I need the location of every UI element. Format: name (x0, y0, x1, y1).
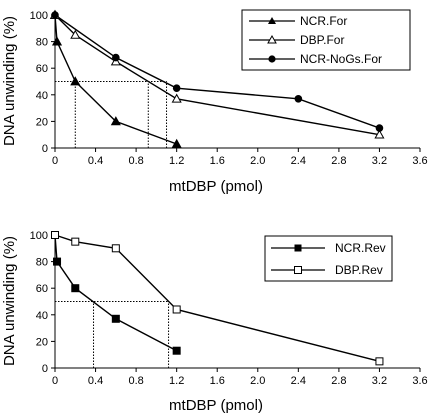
series-line-NCR.Rev (54, 234, 177, 352)
data-point-NCR-NoGs.For (375, 124, 384, 132)
legend-item-ncr-for: NCR.For (249, 14, 347, 28)
x-tick-label: 3.2 (372, 155, 387, 167)
data-point-NCR.For (171, 138, 182, 148)
series-markers (51, 231, 384, 366)
open-triangle-icon (267, 34, 277, 44)
legend-label: DBP.For (300, 33, 344, 47)
reference-lines (55, 301, 170, 368)
series-markers (49, 9, 385, 148)
reference-lines (55, 81, 168, 148)
data-point-NCR.Rev (71, 284, 80, 293)
legend-label: NCR.For (300, 14, 347, 28)
axes (54, 15, 420, 149)
axes (54, 235, 420, 369)
x-tick-label: 0.4 (88, 155, 103, 167)
x-tick-label: 3.6 (412, 155, 427, 167)
y-tick-label: 80 (36, 257, 48, 269)
x-tick-label: 2.8 (331, 155, 346, 167)
data-point-DBP.For (70, 29, 81, 39)
legend-label: NCR-NoGs.For (300, 52, 382, 66)
filled-triangle-icon (268, 17, 276, 24)
y-axis-title: DNA unwinding (%) (1, 16, 18, 146)
data-point-DBP.Rev (172, 305, 181, 314)
x-tick-label: 2.0 (250, 375, 265, 387)
data-point-NCR-NoGs.For (51, 11, 59, 19)
y-tick-label: 40 (36, 90, 48, 102)
x-tick-label: 1.2 (169, 375, 184, 387)
legend-item-dbp-rev: DBP.Rev (271, 263, 383, 277)
open-square-icon (294, 266, 302, 274)
filled-square-icon (294, 244, 302, 252)
x-tick-label: 0.8 (128, 155, 143, 167)
data-point-NCR.Rev (111, 314, 120, 323)
y-axis-title: DNA unwinding (%) (1, 236, 18, 366)
chart-bottom: 0 0.4 0.8 1.2 1.6 2.0 2.4 2.8 3.2 3.6 0 20 40 60 80 100… (1, 230, 428, 414)
x-tick-label: 2.4 (291, 375, 306, 387)
y-tick-label: 60 (36, 63, 48, 75)
x-axis-title: mtDBP (pmol) (169, 397, 263, 414)
y-tick-label: 100 (30, 230, 48, 242)
legend-item-ncr-nogs-for: NCR-NoGs.For (249, 52, 382, 66)
y-tick-label: 100 (30, 10, 48, 22)
data-point-NCR.For (70, 76, 81, 86)
y-tick-label: 80 (36, 37, 48, 49)
data-point-NCR.Rev (53, 257, 62, 266)
x-tick-label: 1.6 (210, 375, 225, 387)
chart-top: 0 0.4 0.8 1.2 1.6 2.0 2.4 2.8 3.2 3.6 0 20 40 60 80 100… (1, 9, 428, 195)
data-point-DBP.For (171, 93, 182, 103)
x-tick-label: 3.6 (412, 375, 427, 387)
data-point-NCR.For (51, 36, 63, 46)
data-point-NCR.Rev (172, 346, 181, 355)
x-tick-label: 1.6 (210, 155, 225, 167)
y-tick-label: 40 (36, 310, 48, 322)
data-point-DBP.For (374, 129, 385, 139)
data-point-DBP.Rev (71, 237, 80, 246)
legend-label: NCR.Rev (335, 241, 386, 255)
tick-labels: 0 0.4 0.8 1.2 1.6 2.0 2.4 2.8 3.2 3.6 0 20 40 60 80 100 (30, 10, 428, 167)
x-axis-title: mtDBP (pmol) (169, 178, 263, 195)
y-tick-label: 20 (36, 116, 48, 128)
legend: NCR.For DBP.For NCR-NoGs.For (241, 9, 411, 71)
data-point-NCR-NoGs.For (112, 53, 120, 62)
x-tick-label: 0 (52, 155, 58, 167)
y-tick-label: 0 (42, 363, 48, 375)
x-tick-label: 2.4 (291, 155, 306, 167)
legend: NCR.Rev DBP.Rev (264, 235, 393, 282)
x-tick-label: 0.8 (128, 375, 143, 387)
x-tick-label: 0 (52, 375, 58, 387)
y-tick-label: 20 (36, 336, 48, 348)
x-tick-label: 1.2 (169, 155, 184, 167)
x-tick-label: 2.0 (250, 155, 265, 167)
data-point-DBP.Rev (375, 357, 384, 366)
y-tick-label: 60 (36, 283, 48, 295)
legend-label: DBP.Rev (335, 263, 383, 277)
data-point-NCR-NoGs.For (294, 94, 303, 103)
tick-labels: 0 0.4 0.8 1.2 1.6 2.0 2.4 2.8 3.2 3.6 0 20 40 60 80 100 (30, 230, 428, 387)
data-point-DBP.Rev (111, 244, 120, 253)
legend-item-ncr-rev: NCR.Rev (271, 241, 386, 255)
data-point-NCR.For (110, 116, 121, 126)
data-point-NCR-NoGs.For (172, 84, 181, 92)
y-tick-label: 0 (42, 143, 48, 155)
x-tick-label: 3.2 (372, 375, 387, 387)
x-tick-label: 2.8 (331, 375, 346, 387)
legend-item-dbp-for: DBP.For (249, 33, 344, 47)
x-tick-label: 0.4 (88, 375, 103, 387)
data-point-DBP.Rev (51, 231, 59, 239)
legend-box (264, 235, 393, 282)
filled-circle-icon (268, 55, 276, 63)
